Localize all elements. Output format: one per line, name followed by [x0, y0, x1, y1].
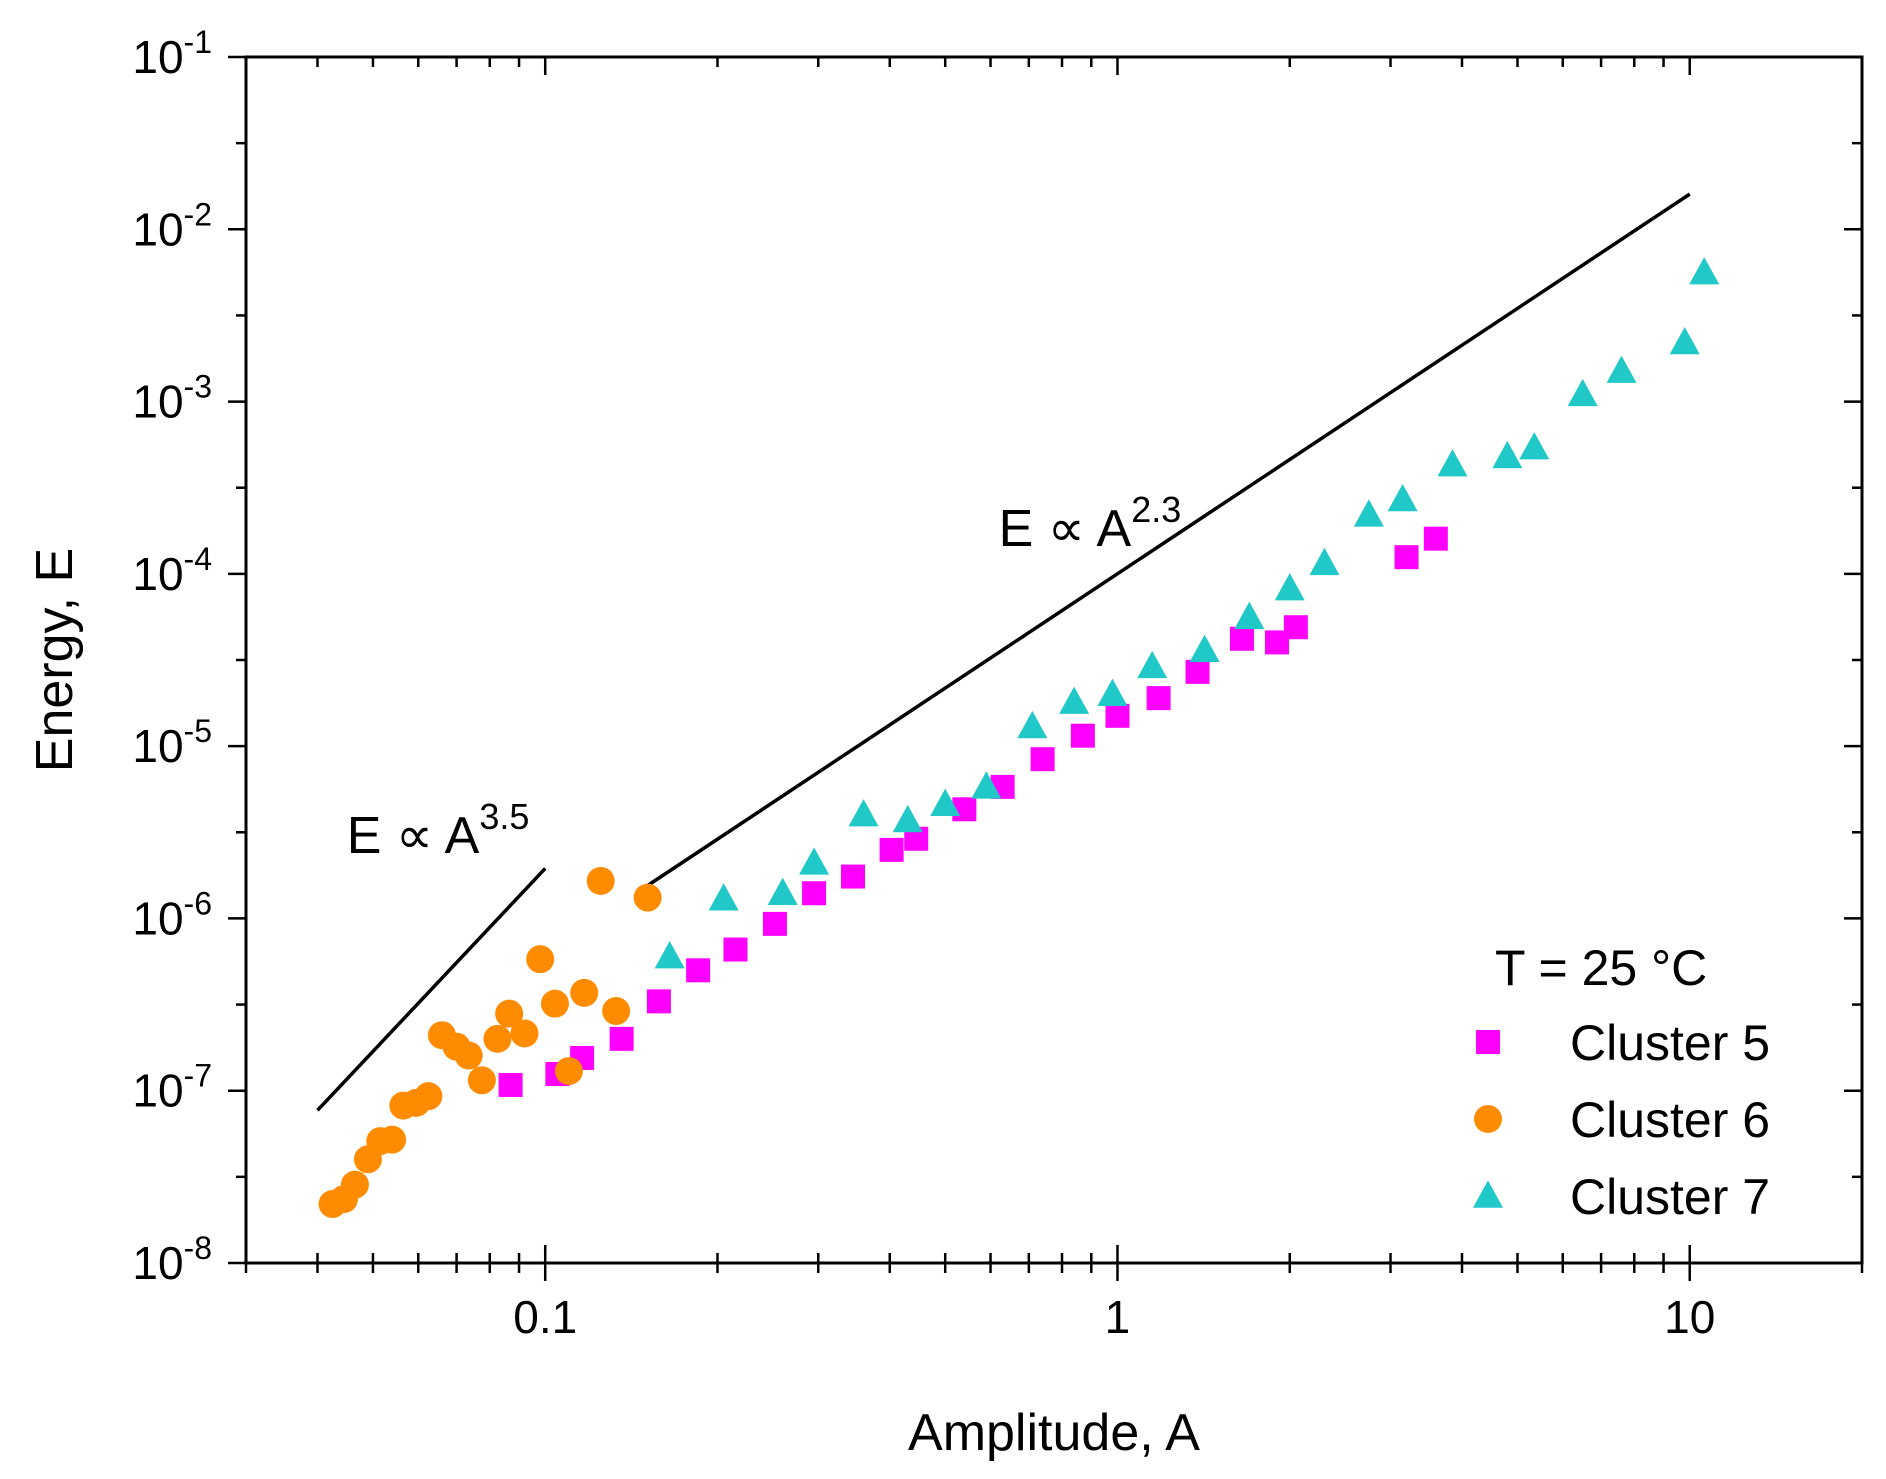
series-cluster-6 [318, 866, 662, 1219]
y-tick-label: 10-2 [132, 196, 212, 255]
square-point [840, 864, 865, 889]
triangle-point [1669, 326, 1700, 355]
circle-point [340, 1170, 369, 1199]
triangle-point [1606, 355, 1637, 383]
legend-entry: Cluster 7 [1570, 1169, 1770, 1225]
triangle-point [971, 771, 1002, 799]
y-axis-title: Energy, E [26, 548, 84, 772]
triangle-point [1567, 378, 1598, 407]
power-law-line [645, 192, 1691, 889]
triangle-point [1274, 573, 1305, 601]
data-points [318, 257, 1720, 1219]
series-cluster-5 [498, 526, 1448, 1097]
triangle-point [1492, 440, 1523, 469]
legend-entry: Cluster 5 [1570, 1015, 1770, 1071]
triangle-point [1137, 650, 1168, 679]
y-tick-label: 10-3 [132, 369, 212, 428]
fit-lines: E ∝ A3.5 E ∝ A2.3 [316, 192, 1691, 1112]
x-tick-label: 10 [1664, 1291, 1715, 1343]
x-tick-label: 1 [1105, 1291, 1131, 1343]
square-point [686, 958, 711, 983]
x-tick-label: 0.1 [513, 1291, 577, 1343]
y-tick-label: 10-5 [132, 713, 212, 772]
circle-point [554, 1057, 583, 1086]
triangle-point [799, 847, 830, 875]
legend-triangle-icon [1473, 1180, 1503, 1208]
square-point [498, 1072, 523, 1097]
square-point [1423, 526, 1448, 551]
square-point [1105, 703, 1130, 728]
x-axis-title: Amplitude, A [908, 1404, 1200, 1462]
square-point [646, 989, 671, 1014]
square-point [879, 837, 904, 862]
circle-point [378, 1125, 407, 1154]
triangle-point [892, 804, 923, 833]
y-tick-label: 10-4 [132, 541, 212, 600]
triangle-point [930, 788, 961, 816]
y-tick-label: 10-1 [132, 24, 212, 83]
y-tick-label: 10-8 [132, 1230, 212, 1289]
triangle-point [1353, 499, 1384, 527]
y-tick-label: 10-6 [132, 885, 212, 944]
triangle-point [1017, 710, 1048, 739]
legend: T = 25 °C Cluster 5 Cluster 6 Cluster 7 [1473, 940, 1770, 1225]
circle-point [602, 997, 631, 1026]
circle-point [633, 883, 662, 912]
circle-point [483, 1024, 512, 1053]
triangle-point [1689, 257, 1720, 285]
legend-title: T = 25 °C [1495, 940, 1707, 996]
y-tick-label: 10-7 [132, 1058, 212, 1117]
triangle-point [848, 799, 879, 827]
triangle-point [708, 883, 739, 911]
square-point [1394, 545, 1419, 570]
series-cluster-7 [654, 257, 1720, 969]
circle-point [570, 978, 599, 1007]
square-point [1030, 747, 1055, 772]
circle-point [510, 1019, 539, 1048]
triangle-point [767, 877, 798, 905]
circle-point [586, 866, 615, 895]
legend-square-icon [1476, 1030, 1500, 1054]
y-axis-ticks: 10-8 10-7 10-6 10-5 10-4 10-3 10-2 10-1 [132, 24, 1862, 1289]
square-point [1185, 659, 1210, 684]
square-point [762, 911, 787, 936]
triangle-point [654, 941, 685, 969]
power-law-line [316, 867, 547, 1112]
circle-point [495, 999, 524, 1028]
square-point [609, 1026, 634, 1051]
square-point [1283, 615, 1308, 640]
triangle-point [1309, 547, 1340, 576]
triangle-point [1437, 449, 1468, 477]
square-point [802, 881, 827, 906]
triangle-point [1059, 686, 1090, 714]
square-point [1229, 626, 1254, 651]
square-point [1146, 686, 1171, 711]
legend-entry: Cluster 6 [1570, 1092, 1770, 1148]
triangle-point [1189, 634, 1220, 662]
circle-point [414, 1082, 443, 1111]
x-axis-ticks: 0.1 1 10 [244, 57, 1864, 1343]
circle-point [540, 989, 569, 1018]
square-point [723, 937, 748, 962]
triangle-point [1097, 678, 1128, 706]
legend-circle-icon [1474, 1105, 1502, 1133]
square-point [1070, 723, 1095, 748]
circle-point [454, 1041, 483, 1070]
triangle-point [1519, 432, 1550, 460]
circle-point [526, 945, 555, 974]
triangle-point [1387, 483, 1418, 512]
triangle-point [1234, 601, 1265, 629]
power-law-label: E ∝ A3.5 [347, 796, 530, 865]
power-law-label: E ∝ A2.3 [999, 489, 1182, 558]
circle-point [467, 1066, 496, 1095]
